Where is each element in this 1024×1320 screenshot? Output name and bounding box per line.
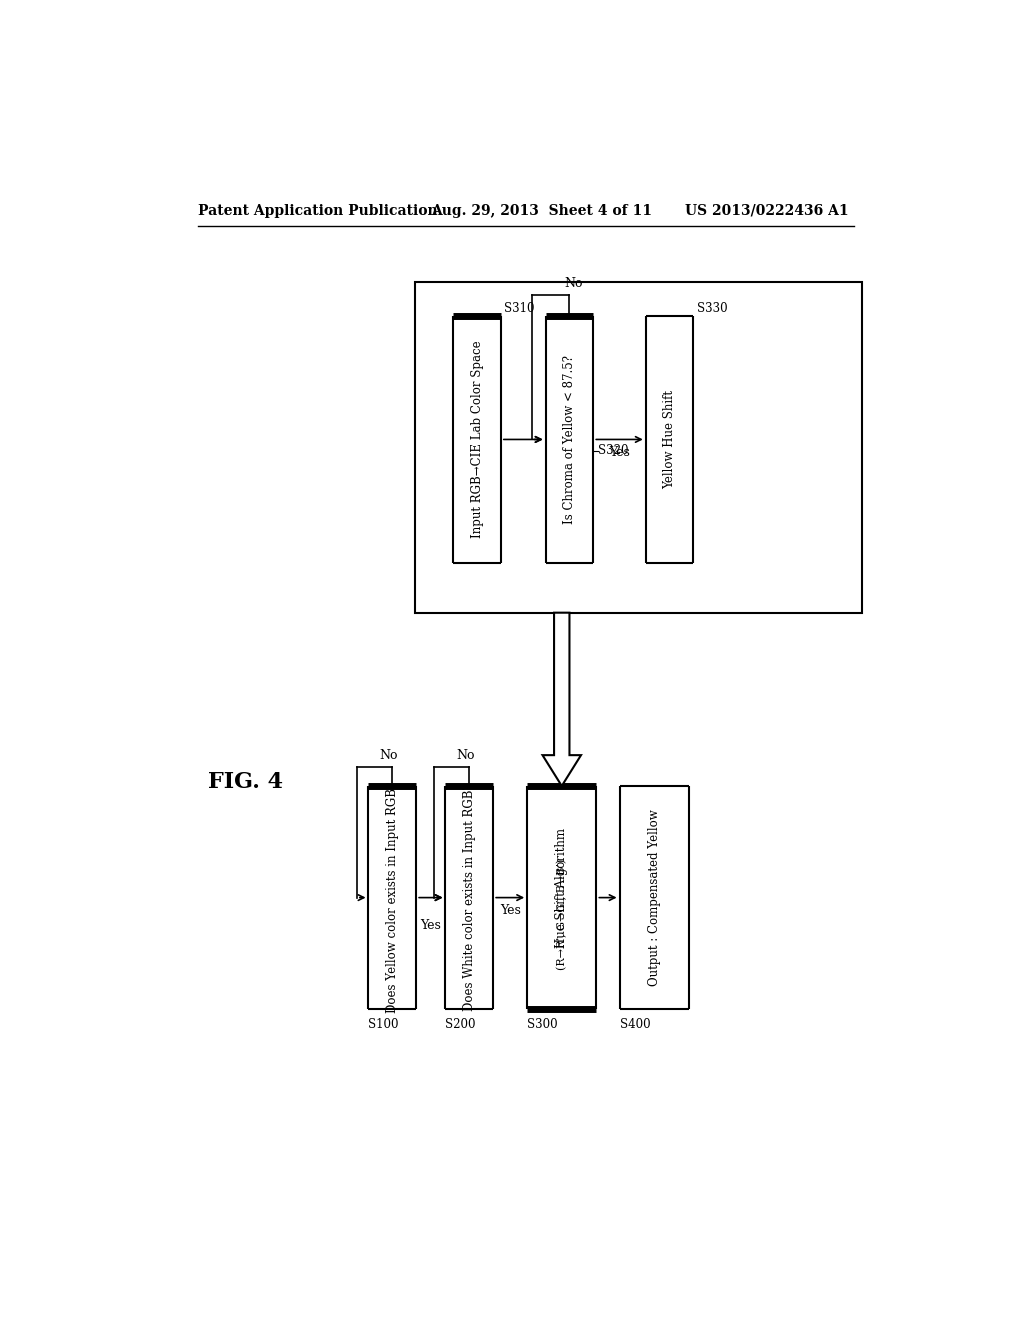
Text: Patent Application Publication: Patent Application Publication <box>199 203 438 218</box>
Text: Aug. 29, 2013  Sheet 4 of 11: Aug. 29, 2013 Sheet 4 of 11 <box>431 203 652 218</box>
Bar <box>646 317 693 562</box>
Text: Yes: Yes <box>421 919 441 932</box>
Bar <box>527 785 596 1010</box>
Bar <box>620 785 689 1010</box>
Text: (R→R’, G→G’, B→B’): (R→R’, G→G’, B→B’) <box>557 859 567 970</box>
Text: Does White color exists in Input RGB?: Does White color exists in Input RGB? <box>463 784 476 1011</box>
Text: S320: S320 <box>598 445 629 458</box>
Text: Output : Compensated Yellow: Output : Compensated Yellow <box>647 809 660 986</box>
Text: S100: S100 <box>369 1019 399 1031</box>
Text: Hue Shift Algorithm: Hue Shift Algorithm <box>555 829 568 948</box>
Text: No: No <box>457 748 475 762</box>
Bar <box>416 281 862 612</box>
Text: Does Yellow color exists in Input RGB?: Does Yellow color exists in Input RGB? <box>386 781 399 1014</box>
Bar <box>445 785 494 1010</box>
Text: Is Chroma of Yellow < 87.5?: Is Chroma of Yellow < 87.5? <box>563 355 575 524</box>
Bar <box>454 317 501 562</box>
Bar <box>369 785 416 1010</box>
Text: FIG. 4: FIG. 4 <box>208 771 283 793</box>
Bar <box>546 317 593 562</box>
Polygon shape <box>543 612 581 785</box>
Text: Yes: Yes <box>500 904 520 917</box>
Text: S300: S300 <box>527 1019 558 1031</box>
Text: Yellow Hue Shift: Yellow Hue Shift <box>664 389 676 488</box>
Text: No: No <box>379 748 397 762</box>
Text: Input RGB→CIE Lab Color Space: Input RGB→CIE Lab Color Space <box>471 341 483 539</box>
Text: S310: S310 <box>504 302 535 314</box>
Text: S330: S330 <box>696 302 727 314</box>
Text: S200: S200 <box>445 1019 476 1031</box>
Text: Yes: Yes <box>609 446 630 458</box>
Text: US 2013/0222436 A1: US 2013/0222436 A1 <box>685 203 849 218</box>
Text: No: No <box>564 277 583 290</box>
Text: S400: S400 <box>620 1019 650 1031</box>
